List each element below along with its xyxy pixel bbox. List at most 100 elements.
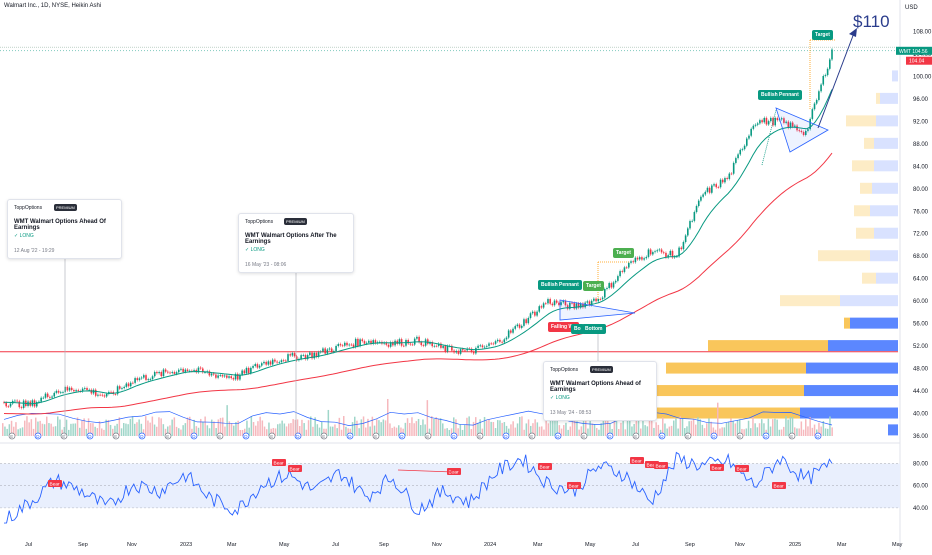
- volume-bar: [87, 418, 90, 436]
- volume-bar: [450, 428, 453, 436]
- volume-bar: [547, 423, 550, 436]
- volume-profile-up-bar: [876, 272, 898, 284]
- volume-bar: [578, 429, 580, 436]
- volume-bar: [541, 426, 543, 436]
- volume-bar: [48, 423, 50, 436]
- volume-bar: [334, 424, 336, 436]
- candle-body: [363, 341, 366, 344]
- volume-bar: [156, 426, 158, 436]
- candle-body: [451, 345, 453, 351]
- volume-profile-up-bar: [892, 70, 898, 82]
- volume-bar: [288, 423, 290, 436]
- bear-label-text: Bear: [737, 466, 748, 472]
- volume-profile-up-bar: [872, 182, 898, 194]
- marker-circle: [60, 432, 68, 440]
- candle-body: [250, 367, 252, 374]
- volume-bar: [241, 429, 244, 436]
- volume-bar: [488, 419, 490, 436]
- candle-body: [571, 302, 573, 304]
- volume-profile-up-bar: [850, 317, 898, 329]
- volume-bar: [701, 424, 704, 436]
- marker-circle: [528, 432, 536, 440]
- candle-body: [88, 389, 91, 391]
- candle-body: [228, 376, 230, 378]
- dividend-marker: D: [398, 432, 406, 440]
- volume-bar: [400, 427, 402, 436]
- price-tick-label: 44.00: [913, 389, 929, 395]
- volume-bar: [118, 417, 121, 436]
- volume-bar: [818, 422, 820, 436]
- marker-circle: [398, 432, 406, 440]
- price-tick-label: 56.00: [913, 322, 929, 328]
- volume-bar: [829, 416, 831, 436]
- time-axis-label: May: [892, 542, 903, 548]
- idea-card-3[interactable]: ToppOptions PREMIUM WMT Walmart Options …: [543, 361, 657, 421]
- volume-bar: [387, 398, 389, 436]
- candle-body: [453, 350, 455, 353]
- candle-body: [169, 372, 171, 374]
- candle-body: [184, 369, 187, 372]
- volume-bar: [758, 423, 761, 436]
- marker-circle: [138, 432, 146, 440]
- volume-bar: [505, 425, 508, 436]
- volume-bar: [501, 422, 503, 436]
- volume-bar: [615, 416, 618, 436]
- marker-circle: [658, 432, 666, 440]
- candle-body: [35, 401, 38, 407]
- volume-bar: [261, 420, 264, 436]
- marker-circle: [294, 432, 302, 440]
- candle-body: [145, 375, 147, 380]
- bear-label-box: [447, 468, 461, 475]
- candle-body: [673, 256, 676, 258]
- volume-bar: [281, 420, 283, 436]
- volume-bar: [514, 427, 517, 436]
- candle-body: [276, 361, 278, 363]
- volume-bar: [59, 419, 61, 436]
- candle-body: [173, 372, 176, 374]
- candle-body: [582, 303, 584, 308]
- volume-bar: [6, 428, 8, 436]
- volume-bar: [228, 421, 231, 436]
- volume-bar: [651, 419, 653, 436]
- bear-label-text: Bear: [774, 483, 785, 489]
- candle-body: [822, 75, 825, 85]
- rsi-tick-label: 60.00: [913, 484, 929, 490]
- price-tick-label: 48.00: [913, 367, 929, 373]
- volume-bar: [312, 426, 314, 436]
- volume-bar: [459, 424, 462, 436]
- idea-card-1[interactable]: ToppOptions PREMIUM WMT Walmart Options …: [7, 199, 122, 259]
- candle-body: [153, 371, 156, 377]
- candle-body: [560, 302, 562, 305]
- marker-circle: [216, 432, 224, 440]
- time-axis-label: Sep: [379, 542, 389, 548]
- volume-bar: [413, 423, 415, 436]
- volume-bar: [684, 427, 686, 436]
- price-tick-label: 88.00: [913, 142, 929, 148]
- candle-body: [280, 360, 283, 363]
- candle-body: [411, 344, 414, 346]
- volume-bar: [279, 423, 281, 436]
- candle-body: [614, 280, 617, 283]
- volume-bar: [732, 420, 734, 436]
- candle-body: [676, 256, 678, 258]
- marker-circle: [606, 432, 614, 440]
- volume-bar: [422, 419, 424, 436]
- idea-brand: ToppOptions: [245, 219, 274, 225]
- volume-bar: [791, 416, 794, 436]
- candle-body: [529, 313, 532, 319]
- marker-text: D: [348, 434, 352, 439]
- volume-bar: [431, 416, 433, 436]
- volume-bar: [681, 418, 684, 436]
- candle-body: [125, 383, 128, 387]
- price-tick-label: 36.00: [913, 434, 929, 440]
- candle-body: [457, 350, 460, 354]
- volume-bar: [237, 420, 239, 436]
- volume-bar: [186, 417, 189, 436]
- earnings-marker: E: [632, 432, 640, 440]
- idea-card-2[interactable]: ToppOptions PREMIUM WMT Walmart Options …: [238, 213, 354, 273]
- candle-body: [328, 348, 331, 350]
- volume-bar: [226, 405, 228, 436]
- bear-label-text: Bear: [540, 464, 551, 470]
